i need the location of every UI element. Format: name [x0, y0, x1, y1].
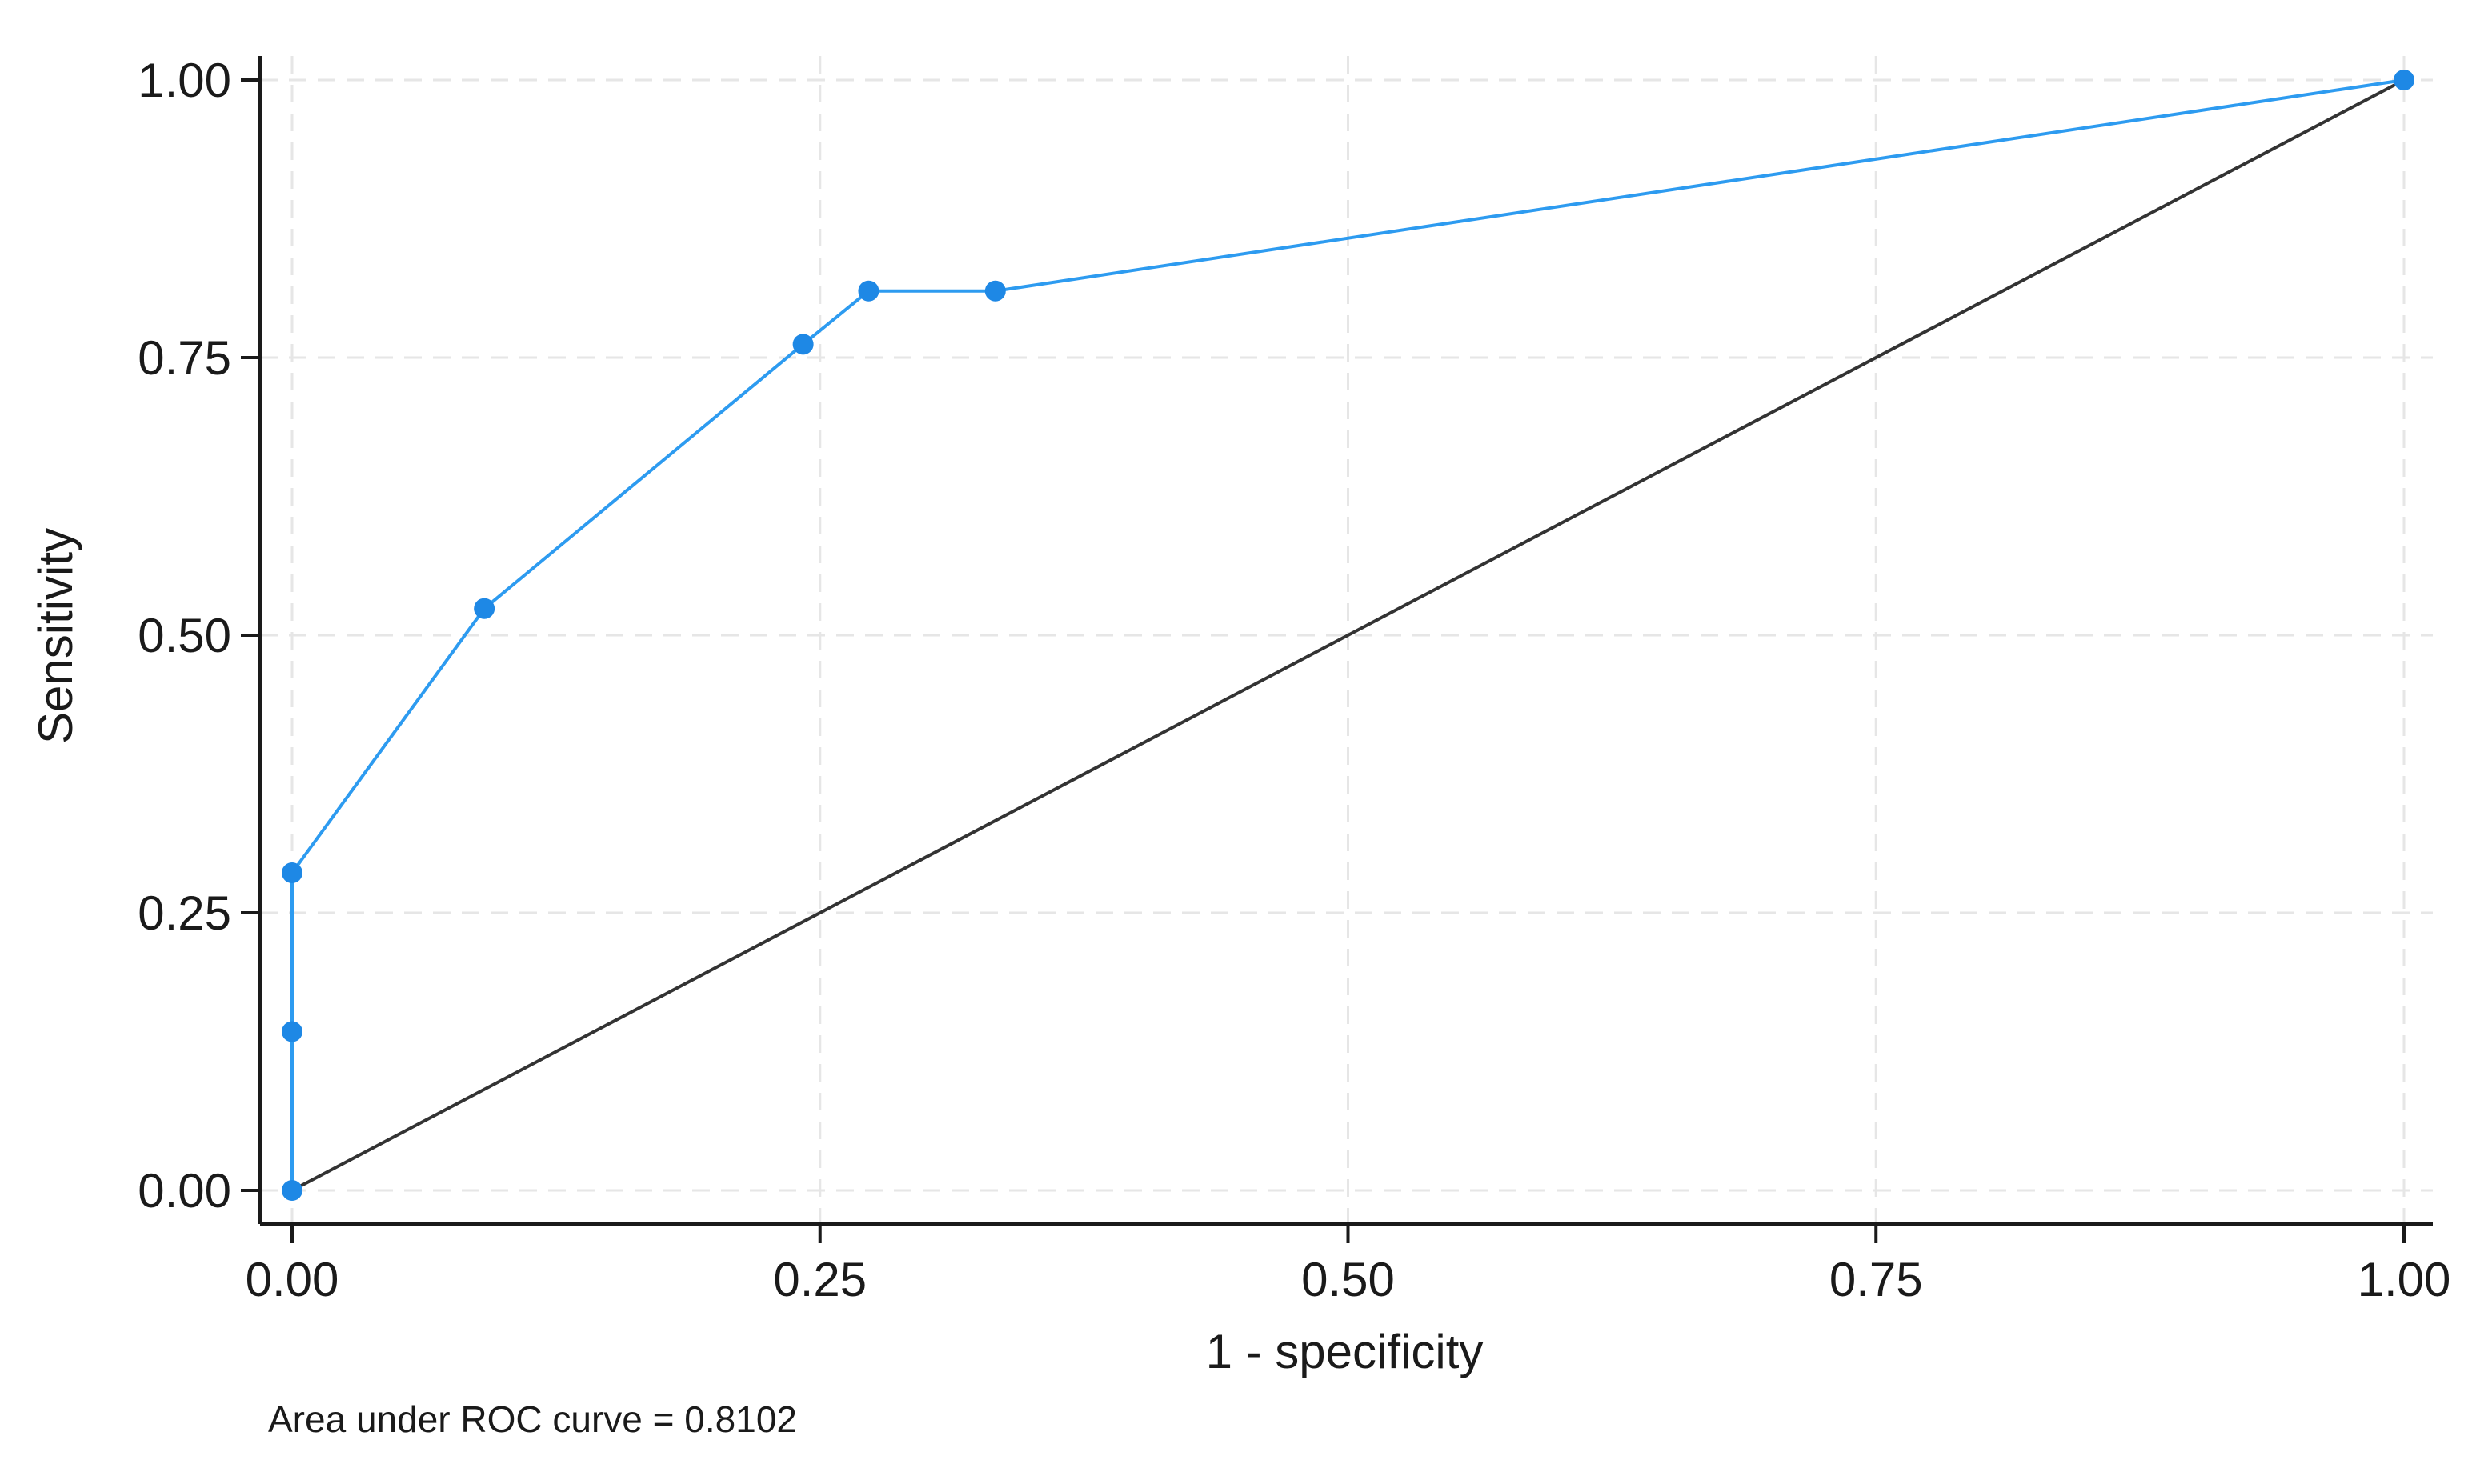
x-tick-label: 0.50 [1301, 1253, 1395, 1306]
auc-note: Area under ROC curve = 0.8102 [268, 1398, 797, 1440]
titles-layer: 1 - specificity Sensitivity Area under R… [29, 528, 1483, 1440]
roc-point [984, 280, 1006, 302]
roc-point [858, 280, 879, 302]
roc-point [474, 598, 495, 619]
ticks-layer: 0.00 0.25 0.50 0.75 1.00 0.00 0.25 0.50 0.75 1.00 [138, 54, 2450, 1306]
reference-line [291, 78, 2405, 1192]
axes-layer [258, 56, 2433, 1226]
roc-point [282, 1021, 302, 1042]
y-tick-label: 0.75 [138, 331, 231, 385]
x-tick-label: 1.00 [2358, 1253, 2451, 1306]
x-tick-label: 0.00 [246, 1253, 339, 1306]
y-tick-label: 0.25 [138, 886, 231, 940]
x-axis-title: 1 - specificity [1206, 1325, 1484, 1378]
y-tick-label: 0.00 [138, 1164, 231, 1218]
roc-curve-line [290, 78, 2405, 1190]
x-tick-label: 0.75 [1829, 1253, 1923, 1306]
grid-layer [260, 56, 2433, 1224]
roc-point [282, 862, 302, 884]
y-tick-label: 1.00 [138, 54, 231, 107]
x-tick-label: 0.25 [773, 1253, 867, 1306]
roc-point [282, 1180, 302, 1201]
y-axis-title: Sensitivity [29, 528, 82, 744]
roc-point [792, 334, 814, 355]
y-tick-label: 0.50 [138, 609, 231, 662]
series-layer [282, 70, 2414, 1201]
roc-point [2394, 70, 2414, 90]
